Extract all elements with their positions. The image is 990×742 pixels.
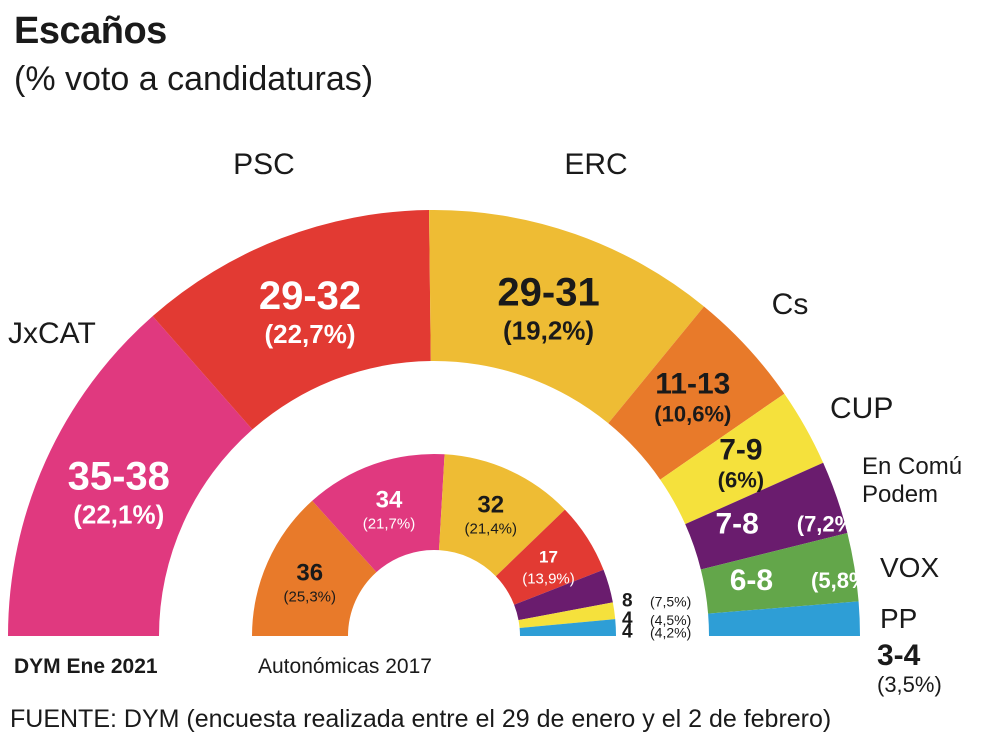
party-label-pp: PP [880,603,917,634]
outer-seats-cs: 11-13 [655,367,730,400]
outer-ring-2021 [8,210,860,636]
outer-pct-cup: (6%) [718,468,764,493]
ring-label-2021: DYM Ene 2021 [14,655,158,678]
outer-segment-cup [660,393,824,525]
outer-seats-cup: 7-9 [719,434,762,467]
outer-seats-erc: 29-31 [497,271,599,315]
outer-seats-jxcat: 35-38 [68,454,170,498]
outer-segment-erc [429,210,705,424]
inner-segment-jxcat [312,454,445,573]
outer-pct-pp: (3,5%) [877,672,942,697]
inner-seats-cs: 36 [296,560,323,587]
inner-seats-cup: 4 [622,609,633,630]
inner-pct-en-com-podem: (7,5%) [650,594,691,610]
chart-title: Escaños [14,10,167,52]
outer-pct-cs: (10,6%) [654,401,731,426]
inner-segment-psc [495,509,604,605]
party-label-cup: CUP [830,392,893,425]
outer-segment-psc [152,210,431,430]
outer-seats-pp: 3-4 [877,639,921,672]
outer-segment-cs [608,306,785,480]
party-label-en-comu-line1: En Comú [862,453,962,480]
party-label-jxcat: JxCAT [8,317,96,350]
inner-segment-cup [518,602,616,629]
outer-pct-vox: (5,8%) [811,568,876,593]
inner-segment-erc [439,454,565,577]
inner-seats-psc: 17 [539,548,558,567]
outer-seats-en-com-podem: 7-8 [715,507,758,540]
inner-seats-en-com-podem: 8 [622,591,633,612]
chart-labels: 35-38(22,1%) 29-32(22,7%) 29-31(19,2%) 11-1… [8,148,962,697]
inner-seats-jxcat: 34 [376,487,403,514]
outer-seats-vox: 6-8 [730,564,773,597]
outer-seats-psc: 29-32 [259,274,361,318]
inner-pct-cup: (4,5%) [650,612,691,628]
inner-pct-pp: (4,2%) [650,625,691,641]
outer-pct-erc: (19,2%) [503,316,594,346]
party-label-cs: Cs [772,288,809,321]
inner-pct-jxcat: (21,7%) [363,516,416,533]
inner-seats-erc: 32 [477,491,504,518]
chart-subtitle: (% voto a candidaturas) [14,60,374,98]
ring-label-2017: Autonómicas 2017 [258,655,432,678]
outer-segment-en-com-podem [685,462,848,570]
inner-ring-2017 [252,454,616,636]
party-label-psc: PSC [233,148,295,181]
inner-segment-pp [519,619,616,636]
outer-segment-jxcat [8,316,253,636]
outer-pct-en-com-podem: (7,2%) [797,511,862,536]
party-label-en-comu-line2: Podem [862,481,938,508]
outer-pct-psc: (22,7%) [264,319,355,349]
inner-pct-psc: (13,9%) [522,571,575,588]
outer-segment-pp [708,601,860,636]
inner-pct-cs: (25,3%) [283,589,336,606]
outer-pct-jxcat: (22,1%) [73,499,164,529]
outer-segment-vox [700,532,859,614]
source-note: FUENTE: DYM (encuesta realizada entre el… [10,705,832,733]
party-label-erc: ERC [564,148,627,181]
inner-segment-cs [252,500,377,636]
party-label-vox: VOX [880,552,939,583]
inner-seats-pp: 4 [622,622,633,643]
inner-pct-erc: (21,4%) [464,520,517,537]
inner-segment-en-com-podem [514,569,613,621]
